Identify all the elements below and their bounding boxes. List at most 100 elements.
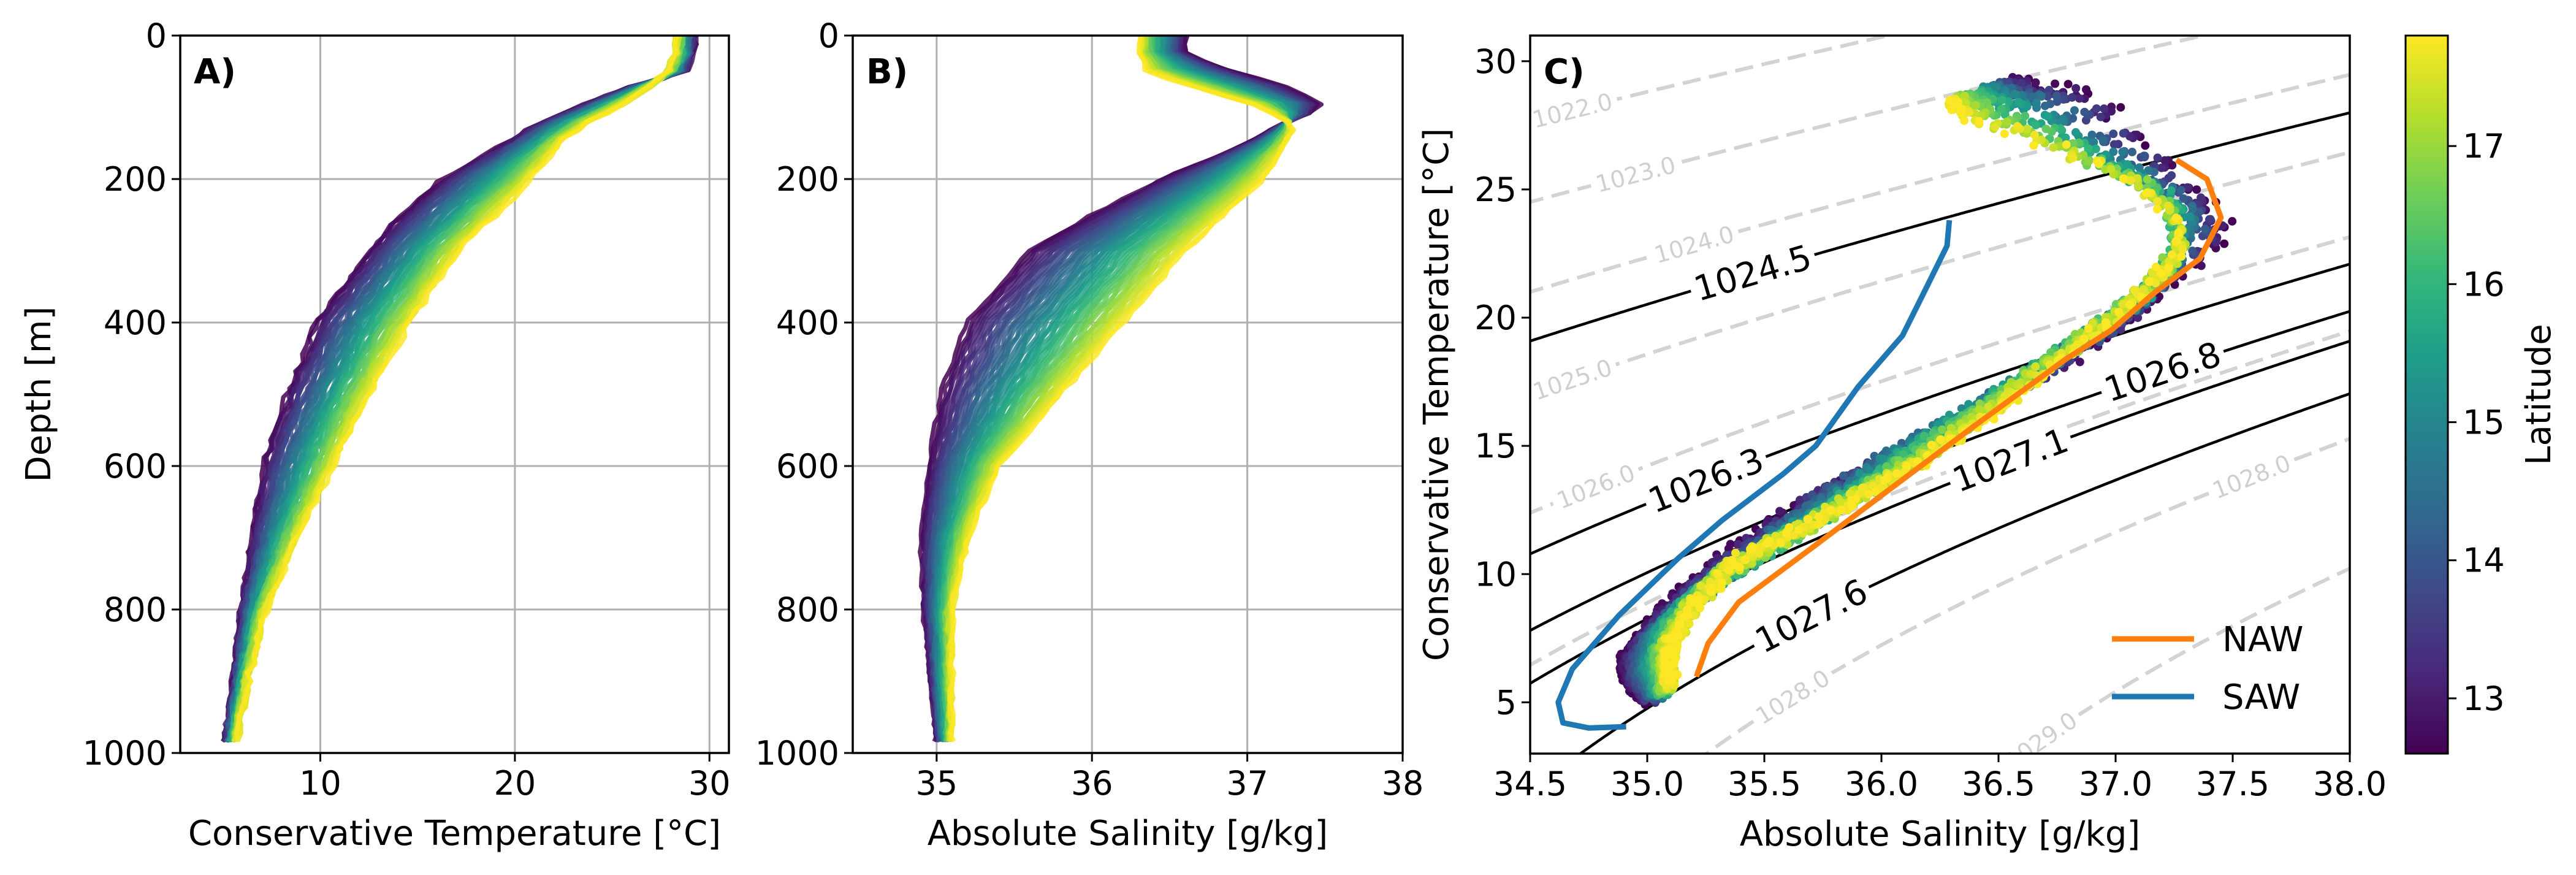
ts-point — [2109, 147, 2118, 156]
x-tick-label: 20 — [494, 764, 536, 803]
profile-line — [235, 36, 686, 742]
ts-point — [2014, 97, 2023, 107]
ts-point — [2153, 153, 2162, 162]
x-tick-label: 30 — [688, 764, 731, 803]
ts-point — [2116, 103, 2125, 112]
panel-label: A) — [194, 52, 236, 92]
ts-point — [2075, 357, 2084, 367]
ts-point — [2075, 94, 2084, 103]
isopycnal-minor-label-background — [2202, 443, 2301, 510]
profile-lines — [918, 36, 1324, 743]
y-tick-label: 0 — [146, 17, 167, 55]
ts-point — [2082, 85, 2090, 94]
ts-point — [2040, 101, 2049, 110]
ts-point — [2032, 99, 2041, 107]
ts-point — [2220, 239, 2229, 248]
isopycnal-line — [1530, 111, 2350, 343]
y-tick-label: 800 — [776, 590, 839, 629]
isopycnal-minor-label-group: 1025.0 — [1530, 348, 1621, 410]
x-tick-label: 35 — [915, 764, 958, 803]
ts-point — [2160, 156, 2170, 165]
ts-point — [2228, 216, 2237, 226]
ts-point — [2167, 171, 2176, 180]
y-tick-label: 200 — [776, 160, 839, 199]
y-tick-label: 1000 — [755, 734, 839, 773]
profile-line — [948, 36, 1297, 743]
ts-point — [2157, 163, 2166, 172]
isopycnal-minor-label: 1026.0 — [1553, 459, 1639, 514]
ts-point — [2200, 224, 2209, 234]
ts-point — [2043, 92, 2052, 101]
ts-point — [2192, 185, 2201, 194]
ts-point — [1938, 425, 1946, 434]
ts-point — [2017, 78, 2026, 88]
ts-point — [2176, 186, 2185, 195]
ts-point — [2031, 78, 2040, 87]
ts-point — [2052, 91, 2061, 101]
ts-point — [2043, 112, 2052, 121]
y-tick-label: 1000 — [83, 734, 167, 773]
ts-point — [2109, 140, 2119, 149]
isopycnal-minor-label-background — [1530, 348, 1621, 410]
isopycnal-minor-label-group: 1028.0 — [2202, 443, 2301, 510]
isopycnal-minor-label-background — [1530, 82, 1621, 138]
ts-point — [2119, 129, 2128, 138]
ts-point — [2100, 104, 2109, 113]
ts-point — [2080, 107, 2089, 117]
ts-point — [2096, 112, 2105, 121]
ts-point — [2118, 147, 2127, 156]
ts-point — [2089, 137, 2098, 147]
ts-point — [2092, 104, 2101, 113]
y-tick-label: 800 — [104, 590, 167, 629]
profile-lines — [220, 36, 699, 743]
ts-point — [2179, 194, 2188, 203]
isopycnal-minor-label-background — [1744, 657, 1841, 735]
ts-point — [2166, 186, 2176, 195]
axes-frame — [179, 34, 730, 754]
ts-point — [2063, 80, 2073, 89]
ts-point — [2058, 114, 2067, 123]
ts-point — [2087, 131, 2097, 139]
ts-point — [2133, 313, 2143, 323]
isopycnal-minor-label-group: 1026.0 — [1546, 453, 1645, 519]
ts-point — [2109, 129, 2118, 139]
ts-point — [2128, 147, 2136, 156]
isopycnal-minor-label-background — [1546, 453, 1645, 519]
ts-point — [2206, 215, 2215, 224]
isopycnal-minor-label-group: 1023.0 — [1587, 145, 1685, 202]
ts-scatter — [1615, 73, 2237, 709]
x-tick-label: 38 — [1382, 764, 1424, 803]
ts-point — [2021, 112, 2030, 121]
ts-point — [2183, 183, 2192, 192]
profile-line — [234, 36, 679, 743]
ts-point — [2188, 204, 2197, 213]
panel-label: B) — [866, 52, 908, 92]
x-tick-label: 10 — [299, 764, 341, 803]
ts-point — [2071, 84, 2081, 93]
ts-point — [1775, 506, 1784, 516]
ts-point — [2140, 151, 2149, 161]
x-tick-label: 37 — [1226, 764, 1268, 803]
x-axis-label: Absolute Salinity [g/kg] — [928, 814, 1328, 854]
y-axis-label: Depth [m] — [19, 307, 59, 483]
ts-point — [2197, 193, 2206, 202]
ts-point — [2143, 175, 2152, 184]
x-axis-label: Conservative Temperature [°C] — [188, 814, 721, 854]
y-tick-label: 600 — [104, 447, 167, 486]
isopycnal-minor-label: 1028.0 — [2209, 449, 2295, 505]
ts-point — [2141, 141, 2150, 150]
isopycnal-minor-label-background — [1993, 700, 2089, 754]
ts-point — [2037, 92, 2046, 101]
ts-point — [2071, 128, 2080, 137]
panel-c-ts-diagram: 1022.01023.01024.01025.01026.01028.01028… — [1417, 34, 2387, 854]
isopycnal-minor-label-background — [1645, 215, 1743, 273]
y-tick-label: 600 — [776, 447, 839, 486]
ts-point — [2051, 79, 2060, 88]
ts-point — [1839, 471, 1848, 480]
ts-point — [2010, 90, 2019, 99]
isopycnal-minor-label-group: 1028.0 — [1744, 657, 1841, 735]
ts-point — [2188, 246, 2197, 256]
y-tick-label: 0 — [818, 17, 839, 55]
